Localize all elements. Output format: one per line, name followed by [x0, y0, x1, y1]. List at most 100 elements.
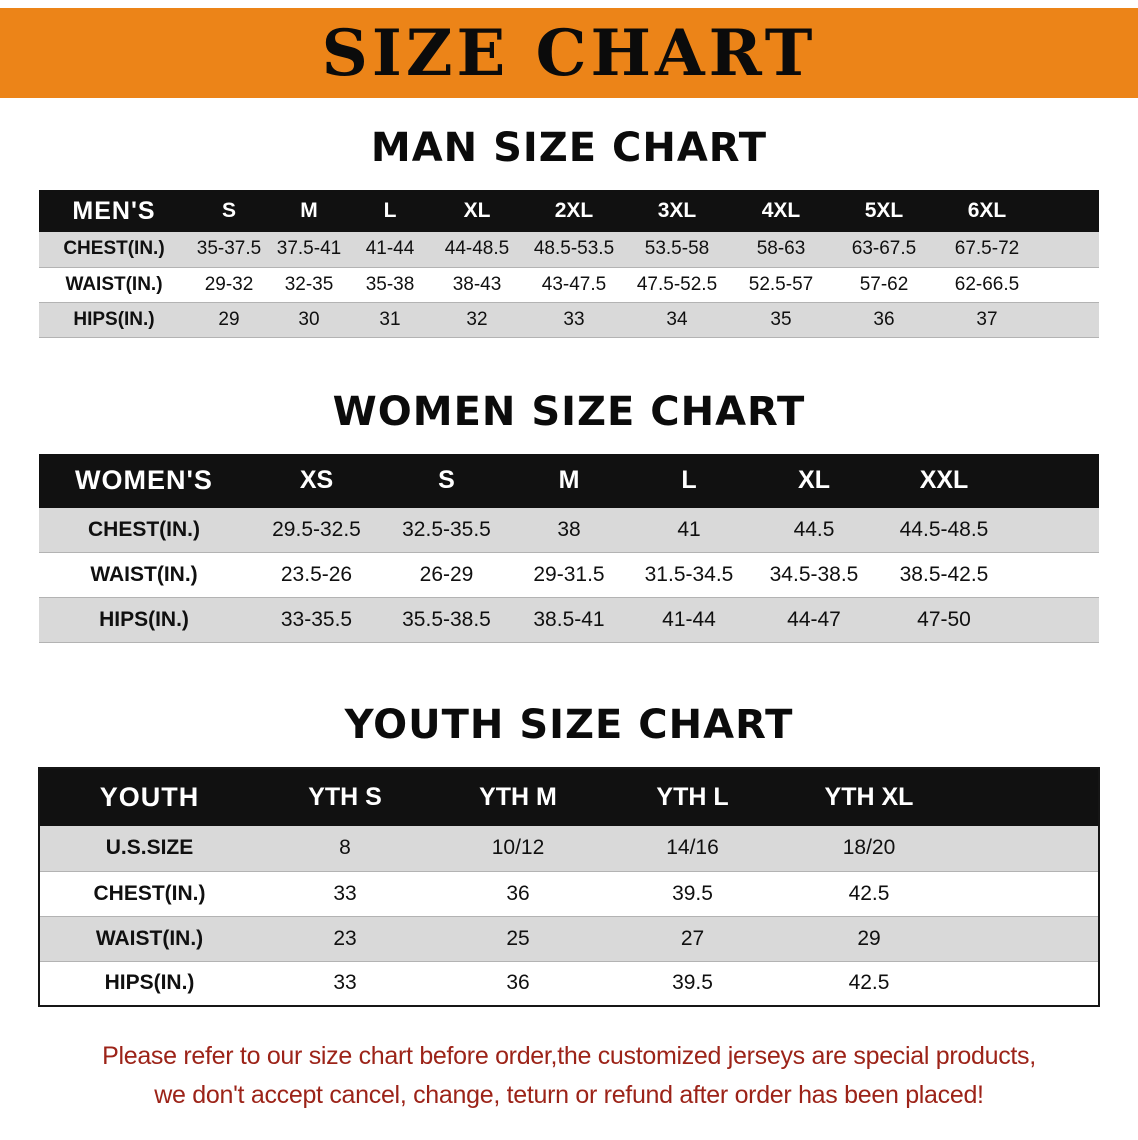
youth-size-table: YOUTH YTH S YTH M YTH L YTH XL U.S.SIZE … [38, 767, 1100, 1007]
size-cell: 29-31.5 [509, 552, 629, 598]
size-cell: 62-66.5 [935, 267, 1099, 303]
size-cell: 57-62 [833, 267, 935, 303]
youth-section: YOUTH SIZE CHART YOUTH YTH S YTH M YTH L… [0, 705, 1138, 1007]
size-cell: 35-38 [349, 267, 431, 303]
size-cell: 41 [629, 507, 749, 553]
men-corner-label: MEN'S [39, 190, 189, 232]
row-label: HIPS(IN.) [39, 597, 249, 643]
women-heading: WOMEN SIZE CHART [332, 388, 806, 435]
size-cell: 29 [189, 302, 269, 338]
size-cell: 23.5-26 [249, 552, 384, 598]
disclaimer: Please refer to our size chart before or… [0, 1037, 1138, 1115]
size-cell: 39.5 [605, 871, 780, 917]
men-waist-row: WAIST(IN.) 29-32 32-35 35-38 38-43 43-47… [39, 267, 1099, 303]
men-heading: MAN SIZE CHART [370, 125, 768, 171]
size-cell: 42.5 [780, 961, 1099, 1007]
youth-heading: YOUTH SIZE CHART [344, 702, 794, 748]
size-cell: 38-43 [431, 267, 523, 303]
banner: SIZE CHART [0, 8, 1138, 98]
men-section: MAN SIZE CHART MEN'S S M L XL 2XL 3XL 4X… [0, 128, 1138, 338]
size-cell: 32.5-35.5 [384, 507, 509, 553]
size-cell: 30 [269, 302, 349, 338]
size-cell: 63-67.5 [833, 232, 935, 268]
row-label: CHEST(IN.) [39, 232, 189, 268]
size-cell: 18/20 [780, 826, 1099, 872]
women-size-col-l: L [629, 453, 749, 508]
women-corner-label: WOMEN'S [39, 453, 249, 508]
disclaimer-line-2: we don't accept cancel, change, teturn o… [154, 1081, 984, 1109]
men-hips-row: HIPS(IN.) 29 30 31 32 33 34 35 36 37 [39, 302, 1099, 338]
size-cell: 67.5-72 [935, 232, 1099, 268]
size-cell: 43-47.5 [523, 267, 625, 303]
men-size-col-2xl: 2XL [523, 190, 625, 232]
women-section: WOMEN SIZE CHART WOMEN'S XS S M L XL XXL… [0, 388, 1138, 643]
men-size-col-4xl: 4XL [729, 190, 833, 232]
men-size-col-3xl: 3XL [625, 190, 729, 232]
disclaimer-line-1: Please refer to our size chart before or… [102, 1042, 1036, 1070]
youth-corner-label: YOUTH [39, 768, 259, 826]
size-cell: 47.5-52.5 [625, 267, 729, 303]
men-size-col-m: M [269, 190, 349, 232]
men-size-col-s: S [189, 190, 269, 232]
size-cell: 38.5-41 [509, 597, 629, 643]
row-label: U.S.SIZE [39, 826, 259, 872]
page-title: SIZE CHART [321, 15, 817, 91]
size-cell: 39.5 [605, 961, 780, 1007]
row-label: HIPS(IN.) [39, 302, 189, 338]
size-cell: 35-37.5 [189, 232, 269, 268]
size-cell: 14/16 [605, 826, 780, 872]
row-label: WAIST(IN.) [39, 267, 189, 303]
size-cell: 34 [625, 302, 729, 338]
size-cell: 31.5-34.5 [629, 552, 749, 598]
size-cell: 25 [431, 916, 605, 962]
men-chest-row: CHEST(IN.) 35-37.5 37.5-41 41-44 44-48.5… [39, 232, 1099, 268]
size-cell: 31 [349, 302, 431, 338]
women-size-col-xl: XL [749, 453, 879, 508]
youth-size-col-l: YTH L [605, 768, 780, 826]
men-header-row: MEN'S S M L XL 2XL 3XL 4XL 5XL 6XL [39, 190, 1099, 232]
size-cell: 37.5-41 [269, 232, 349, 268]
size-cell: 35.5-38.5 [384, 597, 509, 643]
size-cell: 41-44 [629, 597, 749, 643]
row-label: WAIST(IN.) [39, 552, 249, 598]
women-chest-row: CHEST(IN.) 29.5-32.5 32.5-35.5 38 41 44.… [39, 507, 1099, 553]
men-size-col-xl: XL [431, 190, 523, 232]
youth-chest-row: CHEST(IN.) 33 36 39.5 42.5 [39, 871, 1099, 917]
youth-size-col-m: YTH M [431, 768, 605, 826]
size-cell: 48.5-53.5 [523, 232, 625, 268]
women-size-col-xs: XS [249, 453, 384, 508]
youth-size-col-xl: YTH XL [780, 768, 1099, 826]
size-cell: 42.5 [780, 871, 1099, 917]
size-cell: 27 [605, 916, 780, 962]
men-size-col-l: L [349, 190, 431, 232]
youth-hips-row: HIPS(IN.) 33 36 39.5 42.5 [39, 961, 1099, 1007]
size-cell: 36 [431, 871, 605, 917]
size-cell: 41-44 [349, 232, 431, 268]
women-size-table: WOMEN'S XS S M L XL XXL CHEST(IN.) 29.5-… [39, 453, 1099, 643]
size-cell: 47-50 [879, 597, 1099, 643]
youth-header-row: YOUTH YTH S YTH M YTH L YTH XL [39, 768, 1099, 826]
women-waist-row: WAIST(IN.) 23.5-26 26-29 29-31.5 31.5-34… [39, 552, 1099, 598]
size-cell: 33 [259, 961, 431, 1007]
women-header-row: WOMEN'S XS S M L XL XXL [39, 453, 1099, 508]
size-cell: 44.5-48.5 [879, 507, 1099, 553]
size-cell: 35 [729, 302, 833, 338]
women-hips-row: HIPS(IN.) 33-35.5 35.5-38.5 38.5-41 41-4… [39, 597, 1099, 643]
row-label: HIPS(IN.) [39, 961, 259, 1007]
size-cell: 38 [509, 507, 629, 553]
size-cell: 32 [431, 302, 523, 338]
size-cell: 33 [523, 302, 625, 338]
size-cell: 52.5-57 [729, 267, 833, 303]
size-cell: 38.5-42.5 [879, 552, 1099, 598]
size-cell: 34.5-38.5 [749, 552, 879, 598]
size-cell: 29 [780, 916, 1099, 962]
size-cell: 58-63 [729, 232, 833, 268]
men-size-col-5xl: 5XL [833, 190, 935, 232]
size-cell: 29.5-32.5 [249, 507, 384, 553]
women-size-col-s: S [384, 453, 509, 508]
size-cell: 8 [259, 826, 431, 872]
size-cell: 26-29 [384, 552, 509, 598]
size-cell: 10/12 [431, 826, 605, 872]
size-cell: 53.5-58 [625, 232, 729, 268]
row-label: CHEST(IN.) [39, 507, 249, 553]
